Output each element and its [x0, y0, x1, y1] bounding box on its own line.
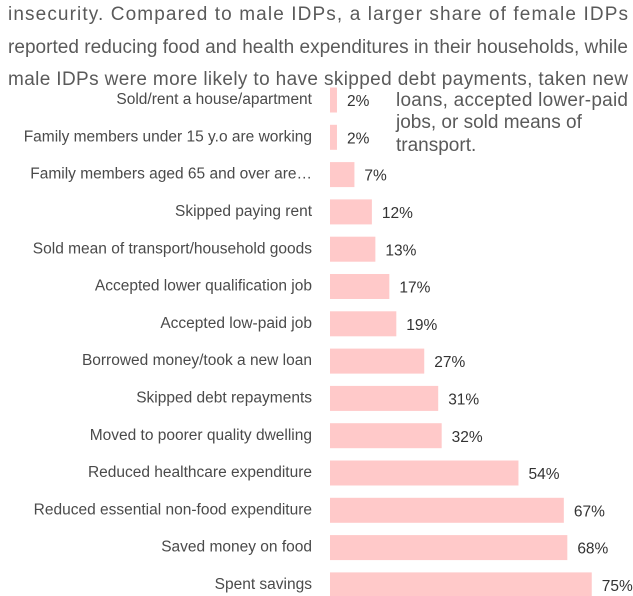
bar — [330, 385, 439, 411]
paragraph-line: insecurity. Compared to male IDPs, a lar… — [8, 4, 628, 25]
bar — [330, 236, 376, 262]
value-label: 75% — [602, 578, 633, 595]
bar — [330, 572, 592, 596]
category-label: Accepted lower qualification job — [95, 278, 312, 295]
bar — [330, 460, 519, 486]
paragraph-line: jobs, or sold means of — [395, 112, 583, 133]
bar — [330, 423, 442, 449]
category-label: Moved to poorer quality dwelling — [90, 427, 312, 444]
category-label: Reduced healthcare expenditure — [88, 464, 312, 481]
bar — [330, 274, 390, 299]
value-label: 67% — [574, 503, 605, 520]
value-label: 2% — [347, 130, 370, 147]
category-label: Accepted low-paid job — [160, 315, 312, 332]
value-label: 54% — [528, 466, 559, 483]
bar — [330, 199, 372, 225]
value-label: 68% — [577, 541, 608, 558]
category-label: Skipped paying rent — [175, 203, 313, 220]
value-label: 27% — [434, 354, 465, 371]
value-label: 32% — [452, 429, 483, 446]
category-label: Sold/rent a house/apartment — [116, 91, 312, 108]
value-label: 2% — [347, 93, 370, 110]
bar — [330, 535, 568, 561]
paragraph-line: transport. — [396, 135, 476, 156]
bar — [330, 497, 564, 523]
paragraph-line: loans, accepted lower-paid — [396, 90, 628, 111]
bar — [330, 348, 425, 374]
category-label: Sold mean of transport/household goods — [33, 240, 312, 257]
paragraph-line: reported reducing food and health expend… — [8, 37, 628, 58]
value-label: 19% — [406, 317, 437, 334]
paragraph-line: male IDPs were more likely to have skipp… — [8, 69, 628, 90]
bar — [330, 124, 337, 150]
value-label: 17% — [399, 280, 430, 297]
category-label: Skipped debt repayments — [136, 389, 312, 406]
category-label: Reduced essential non-food expenditure — [34, 501, 312, 518]
category-label: Family members under 15 y.o are working — [24, 128, 312, 145]
category-label: Saved money on food — [161, 539, 312, 556]
bar — [330, 87, 337, 113]
category-label: Borrowed money/took a new loan — [82, 352, 312, 369]
bar — [330, 162, 355, 188]
bar — [330, 311, 397, 337]
value-label: 7% — [364, 168, 387, 185]
value-label: 31% — [448, 391, 479, 408]
value-label: 12% — [382, 205, 413, 222]
category-label: Spent savings — [215, 576, 313, 593]
value-label: 13% — [385, 242, 416, 259]
category-label: Family members aged 65 and over are… — [30, 166, 312, 183]
